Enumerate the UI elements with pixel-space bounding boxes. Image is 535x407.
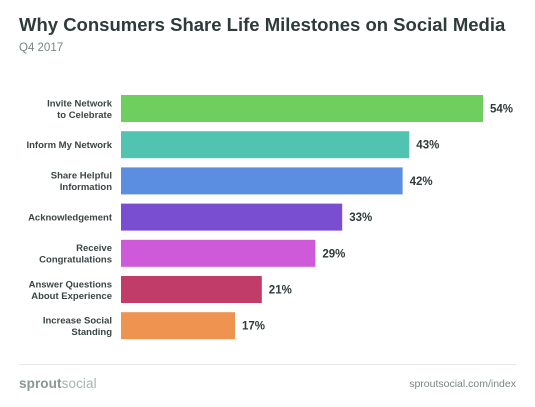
value-label-6: 21%	[269, 285, 292, 297]
value-label-5: 29%	[322, 248, 345, 260]
category-label-6: Answer Questions About Experience	[29, 279, 112, 302]
value-label-7: 17%	[242, 321, 265, 333]
bar-3	[121, 167, 403, 195]
category-label-line: to Celebrate	[57, 110, 112, 121]
value-label-1: 54%	[490, 104, 513, 116]
footer-divider	[19, 364, 516, 365]
category-label-3: Share Helpful Information	[51, 171, 112, 194]
source-link[interactable]: sproutsocial.com/index	[409, 378, 516, 390]
category-label-line: Acknowledgement	[28, 213, 113, 224]
category-label-line: Receive	[76, 243, 112, 254]
bar-4	[121, 203, 343, 231]
category-label-4: Acknowledgement	[28, 213, 113, 224]
category-label-line: Invite Network	[47, 98, 113, 109]
category-label-line: Standing	[71, 327, 112, 338]
chart-title: Why Consumers Share Life Milestones on S…	[19, 14, 506, 35]
chart-subtitle: Q4 2017	[19, 42, 64, 54]
category-label-line: Inform My Network	[26, 140, 112, 151]
category-label-2: Inform My Network	[26, 140, 112, 151]
bar-2	[121, 131, 410, 159]
bar-7	[121, 312, 235, 340]
category-label-7: Increase Social Standing	[43, 316, 112, 339]
category-label-line: About Experience	[31, 291, 112, 302]
value-label-3: 42%	[410, 176, 433, 188]
category-label-line: Information	[60, 182, 112, 193]
bar-5	[121, 239, 316, 267]
category-label-line: Congratulations	[39, 255, 112, 266]
bar-1	[121, 95, 483, 122]
category-label-line: Answer Questions	[29, 279, 112, 290]
category-label-line: Share Helpful	[51, 171, 112, 182]
value-label-4: 33%	[349, 212, 372, 224]
brand-logo-part-2: social	[61, 376, 97, 391]
category-label-line: Increase Social	[43, 316, 112, 327]
category-label-5: Receive Congratulations	[39, 243, 112, 266]
value-label-2: 43%	[416, 140, 439, 152]
category-label-1: Invite Network to Celebrate	[47, 98, 113, 121]
brand-logo-part-1: sprout	[19, 376, 62, 391]
brand-logo: sproutsocial	[19, 376, 97, 391]
bar-6	[121, 276, 262, 303]
